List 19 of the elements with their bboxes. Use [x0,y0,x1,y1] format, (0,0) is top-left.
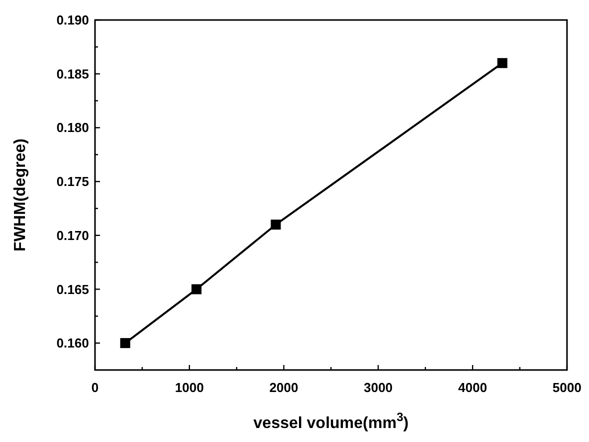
x-tick-label: 1000 [174,380,204,395]
y-axis-title: FWHM(degree) [12,138,29,252]
y-tick-label: 0.175 [56,174,89,190]
point [120,338,130,348]
x-tick-label: 0 [91,380,99,395]
y-tick-label: 0.190 [56,12,89,28]
y-tick-label: 0.185 [56,66,89,82]
y-tick-label: 0.165 [56,282,89,297]
x-tick-label: 2000 [269,380,298,395]
y-tick-label: 0.160 [56,336,89,351]
point [270,220,281,230]
x-tick-label: 5000 [552,380,582,395]
x-axis-title: vessel volume(mm$^{3}$) [253,410,409,432]
x-tick-label: 4000 [458,380,488,395]
point [497,58,508,68]
point [191,284,202,294]
y-tick-label: 0.180 [56,120,89,136]
x-tick-label: 3000 [364,380,393,395]
y-tick-label: 0.170 [56,228,89,243]
